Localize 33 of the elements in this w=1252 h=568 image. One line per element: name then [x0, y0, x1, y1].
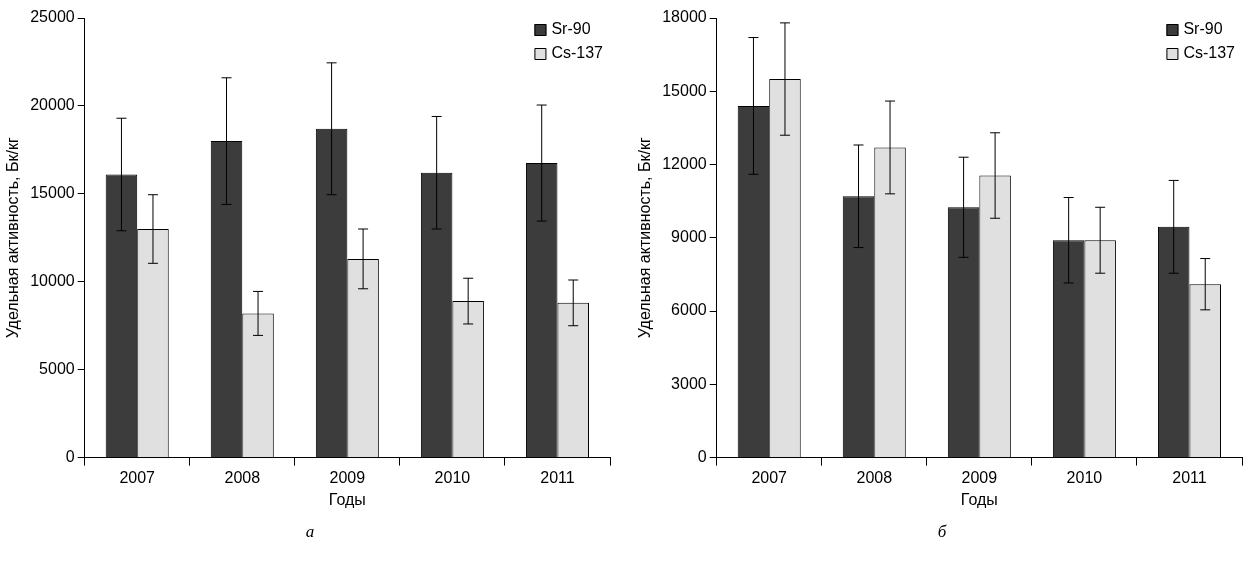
y-tick-label: 5000 — [39, 360, 75, 378]
x-tick-label: 2010 — [1066, 468, 1103, 486]
text: б — [936, 522, 948, 542]
y-axis-title: Удельная активность, Бк/кг — [636, 137, 654, 339]
x-axis-title: Годы — [328, 490, 366, 508]
legend-label: Sr-90 — [551, 20, 591, 38]
x-tick-label: 2010 — [434, 468, 471, 486]
y-axis-title: Удельная активность, Бк/кг — [4, 137, 22, 339]
y-tick-label: 12000 — [662, 154, 707, 172]
y-tick-label: 10000 — [30, 272, 75, 290]
x-tick-label: 2011 — [1172, 468, 1207, 486]
x-tick-label: 2008 — [856, 468, 893, 486]
x-tick-label: 2007 — [119, 468, 156, 486]
y-tick-label: 15000 — [30, 184, 75, 202]
x-tick-label: 2009 — [961, 468, 998, 486]
y-tick-label: 0 — [697, 448, 707, 466]
y-tick-label: 0 — [65, 448, 75, 466]
y-tick-label: 20000 — [30, 96, 75, 114]
x-tick-label: 2007 — [751, 468, 788, 486]
text: а — [304, 522, 316, 542]
y-tick-label: 9000 — [671, 228, 707, 246]
y-tick-label: 25000 — [30, 8, 75, 26]
x-axis-title: Годы — [960, 490, 998, 508]
y-tick-label: 18000 — [662, 8, 707, 26]
x-tick-label: 2011 — [540, 468, 575, 486]
y-tick-label: 3000 — [671, 374, 707, 392]
y-tick-label: 15000 — [662, 81, 707, 99]
y-tick-label: 6000 — [671, 301, 707, 319]
legend-label: Cs-137 — [1183, 44, 1236, 62]
legend-label: Sr-90 — [1183, 20, 1223, 38]
x-tick-label: 2009 — [329, 468, 366, 486]
x-tick-label: 2008 — [224, 468, 261, 486]
legend-label: Cs-137 — [551, 44, 604, 62]
